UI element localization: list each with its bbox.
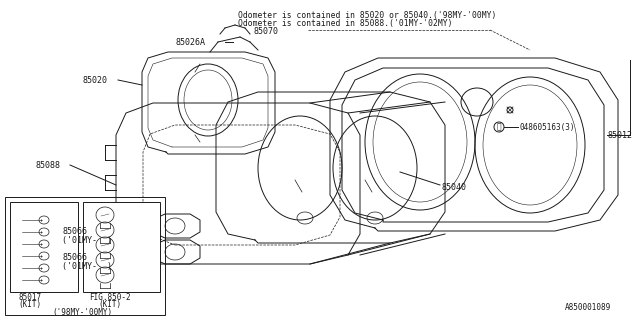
Text: 048605163(3): 048605163(3) [519, 123, 575, 132]
FancyBboxPatch shape [10, 202, 78, 292]
FancyBboxPatch shape [83, 202, 160, 292]
Text: 85017: 85017 [19, 293, 42, 302]
Text: Odometer is contained in 85088.('01MY-'02MY): Odometer is contained in 85088.('01MY-'0… [238, 19, 452, 28]
Text: (KIT): (KIT) [99, 300, 122, 309]
Text: 85066: 85066 [62, 253, 87, 262]
Text: FIG.850-2: FIG.850-2 [89, 293, 131, 302]
Text: 85070: 85070 [253, 27, 278, 36]
Text: 85026A: 85026A [175, 37, 205, 46]
Text: (KIT): (KIT) [19, 300, 42, 309]
Text: 85066: 85066 [62, 228, 87, 236]
Text: Odometer is contained in 85020 or 85040.('98MY-'00MY): Odometer is contained in 85020 or 85040.… [238, 11, 497, 20]
Text: A850001089: A850001089 [565, 303, 611, 312]
Text: ('01MY-  ): ('01MY- ) [62, 236, 112, 244]
Text: 85088: 85088 [35, 161, 60, 170]
Text: ('98MY-'00MY): ('98MY-'00MY) [52, 308, 112, 316]
Text: 85020: 85020 [82, 76, 107, 84]
Text: 85040: 85040 [441, 182, 466, 191]
FancyBboxPatch shape [5, 197, 165, 315]
Text: Ⓢ: Ⓢ [497, 123, 501, 132]
Text: 85012: 85012 [607, 131, 632, 140]
Text: ('01MY-  ): ('01MY- ) [62, 261, 112, 270]
